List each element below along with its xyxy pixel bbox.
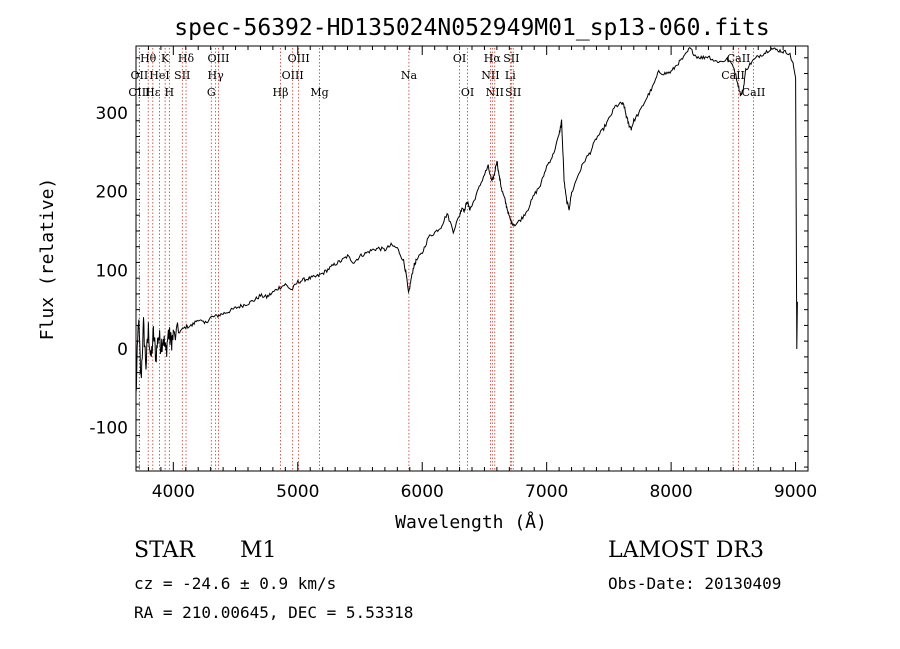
y-tick-label: 300 (96, 104, 128, 124)
x-tick-label: 5000 (276, 482, 319, 502)
spectral-line-label: OIII (282, 69, 304, 82)
x-tick-label: 9000 (774, 482, 817, 502)
spectral-line-label: SII (503, 52, 519, 65)
spectral-line-label: OIII (128, 86, 150, 99)
object-type: STAR (134, 538, 195, 563)
spectral-line-label: CaII (721, 69, 745, 82)
spectral-line-label: G (207, 86, 216, 99)
spectral-line-label: H (165, 86, 175, 99)
y-tick-label: 0 (117, 340, 128, 360)
spectral-line-label: Na (401, 69, 418, 82)
spectrum-line (135, 46, 798, 393)
y-axis-label: Flux (relative) (37, 178, 58, 341)
redshift-text: cz = -24.6 ± 0.9 km/s (134, 574, 337, 593)
x-tick-label: 6000 (401, 482, 444, 502)
x-tick-label: 8000 (649, 482, 692, 502)
spectral-line-label: OI (461, 86, 474, 99)
survey-name: LAMOST DR3 (608, 538, 764, 563)
spectral-line-label: CaII (727, 52, 751, 65)
y-tick-label: 100 (96, 261, 128, 281)
spectral-line-label: NII (481, 69, 499, 82)
spectral-line-label: OIII (207, 52, 229, 65)
spectral-line-label: Mg (310, 86, 328, 99)
subclass: M1 (240, 538, 277, 563)
y-tick-label: 200 (96, 183, 128, 203)
spectral-line-label: Hδ (178, 52, 195, 65)
x-tick-label: 4000 (152, 482, 195, 502)
spectral-line-label: HeI (149, 69, 169, 82)
spectral-line-label: OI (453, 52, 466, 65)
spectral-line-label: Li (505, 69, 516, 82)
spectral-line-label: CaII (742, 86, 766, 99)
coordinates-text: RA = 210.00645, DEC = 5.53318 (134, 603, 414, 622)
chart-title: spec-56392-HD135024N052949M01_sp13-060.f… (174, 15, 769, 41)
spectral-line-label: Hβ (273, 86, 289, 99)
spectral-line-label: OII (131, 69, 149, 82)
y-tick-label: -100 (89, 419, 128, 439)
x-axis-label: Wavelength (Å) (395, 511, 547, 533)
plot-frame (135, 45, 809, 472)
spectral-line-label: Hε (145, 86, 161, 99)
obs-date: Obs-Date: 20130409 (608, 574, 782, 593)
spectral-line-label: Hα (484, 52, 502, 65)
x-tick-label: 7000 (525, 482, 568, 502)
spectral-line-label: K (161, 52, 170, 65)
spectral-line-label: Hγ (208, 69, 225, 82)
spectral-line-label: NII (486, 86, 504, 99)
spectral-line-label: OIII (288, 52, 310, 65)
spectral-line-label: SII (505, 86, 521, 99)
spectral-line-label: SII (174, 69, 190, 82)
spectral-line-label: Hθ (140, 52, 157, 65)
